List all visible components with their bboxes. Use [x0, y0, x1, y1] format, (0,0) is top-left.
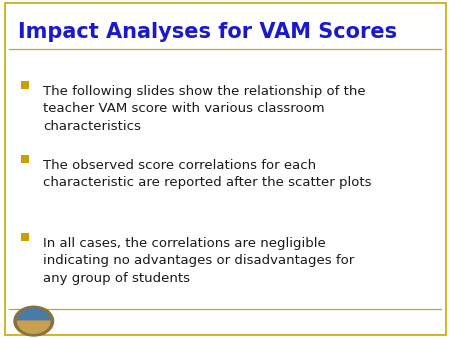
Text: The following slides show the relationship of the
teacher VAM score with various: The following slides show the relationsh…: [43, 84, 365, 132]
Text: The observed score correlations for each
characteristic are reported after the s: The observed score correlations for each…: [43, 159, 371, 189]
Text: In all cases, the correlations are negligible
indicating no advantages or disadv: In all cases, the correlations are negli…: [43, 237, 354, 285]
Text: Impact Analyses for VAM Scores: Impact Analyses for VAM Scores: [18, 22, 397, 42]
FancyBboxPatch shape: [4, 3, 446, 335]
Wedge shape: [18, 321, 50, 333]
Circle shape: [14, 306, 54, 336]
Wedge shape: [18, 309, 50, 321]
Circle shape: [18, 309, 50, 333]
